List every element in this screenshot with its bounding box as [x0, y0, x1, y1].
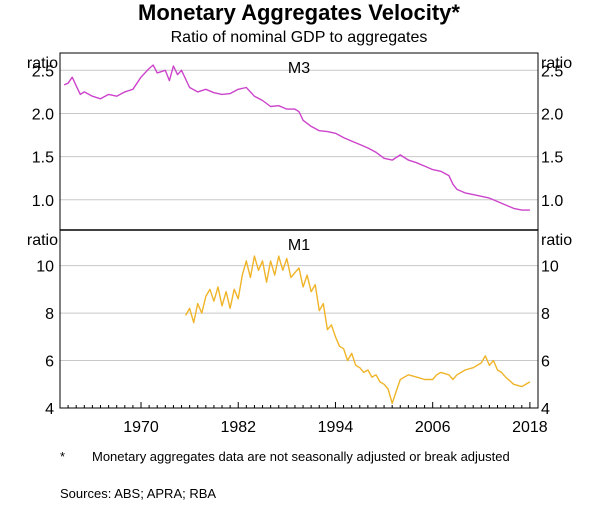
y-tick-label-right: 10 — [541, 259, 559, 276]
x-tick-label: 2006 — [415, 419, 451, 436]
panel-title: M1 — [288, 237, 310, 254]
sources-note: Sources: ABS; APRA; RBA — [60, 486, 217, 501]
y-tick-label-left: 6 — [45, 354, 54, 371]
y-tick-label-left: 10 — [36, 259, 54, 276]
x-tick-label: 1970 — [123, 419, 159, 436]
y-tick-label-left: 2.0 — [32, 106, 54, 123]
chart-title: Monetary Aggregates Velocity* — [138, 0, 460, 25]
footnote-text: Monetary aggregates data are not seasona… — [92, 449, 510, 464]
y-tick-label-right: 1.0 — [541, 193, 563, 210]
y-tick-label-right: 1.5 — [541, 150, 563, 167]
y-tick-label-left: 1.0 — [32, 193, 54, 210]
y-tick-label-right: 2.5 — [541, 63, 563, 80]
y-axis-label-right: ratio — [541, 232, 572, 249]
y-tick-label-right: 2.0 — [541, 106, 563, 123]
y-axis-label-right: ratio — [541, 55, 572, 72]
y-tick-label-right: 6 — [541, 354, 550, 371]
panel-title: M3 — [288, 60, 310, 77]
x-tick-label: 1982 — [220, 419, 256, 436]
footnote-marker: * — [60, 449, 66, 464]
y-axis-label-left: ratio — [27, 232, 58, 249]
y-tick-label-left: 8 — [45, 306, 54, 323]
y-tick-label-left: 4 — [45, 401, 54, 418]
chart-subtitle: Ratio of nominal GDP to aggregates — [170, 29, 428, 46]
y-tick-label-right: 4 — [541, 401, 550, 418]
series-line-m1 — [184, 255, 531, 404]
y-tick-label-left: 1.5 — [32, 150, 54, 167]
y-tick-label-right: 8 — [541, 306, 550, 323]
x-tick-label: 1994 — [318, 419, 354, 436]
x-tick-label: 2018 — [512, 419, 548, 436]
series-line-m3 — [63, 64, 530, 211]
y-tick-label-left: 2.5 — [32, 63, 54, 80]
y-axis-label-left: ratio — [27, 55, 58, 72]
